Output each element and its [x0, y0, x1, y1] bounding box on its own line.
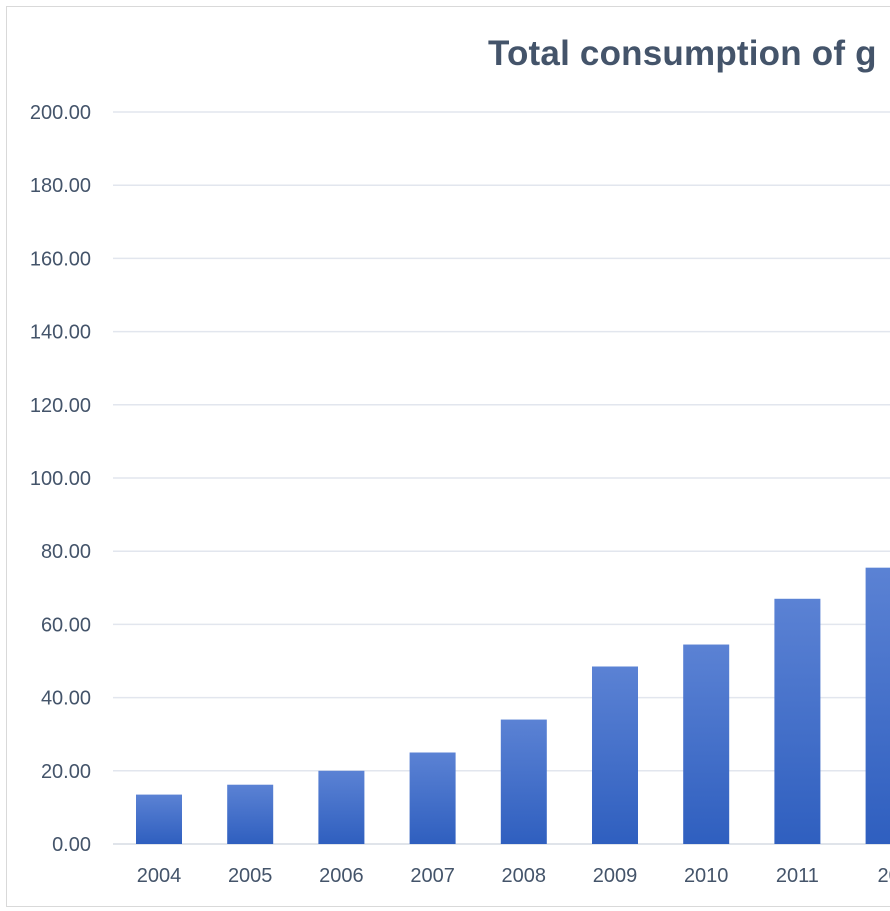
y-tick-label: 40.00 [41, 688, 91, 710]
y-tick-label: 60.00 [41, 614, 91, 636]
x-tick-label: 2010 [684, 865, 729, 887]
bar-2011 [774, 598, 821, 844]
x-tick-label: 2008 [502, 865, 547, 887]
y-tick-label: 80.00 [41, 541, 91, 563]
y-tick-label: 20.00 [41, 761, 91, 783]
y-tick-label: 200.00 [30, 102, 91, 124]
x-tick-label: 2009 [593, 865, 638, 887]
y-tick-label: 160.00 [30, 248, 91, 270]
y-tick-label: 100.00 [30, 468, 91, 490]
gridlines [113, 111, 890, 845]
x-tick-label: 2007 [410, 865, 455, 887]
y-tick-label: 120.00 [30, 395, 91, 417]
bar-2010 [683, 644, 730, 844]
bar-2004 [136, 794, 182, 844]
x-tick-label: 2006 [319, 865, 364, 887]
bar-2006 [318, 770, 365, 844]
bar-2007 [409, 752, 456, 844]
x-tick-label: 2005 [228, 865, 273, 887]
bar-20 [865, 567, 890, 844]
bar-2005 [227, 784, 274, 844]
y-tick-label: 180.00 [30, 175, 91, 197]
bars [136, 567, 890, 844]
x-tick-label: 2011 [776, 865, 819, 887]
y-tick-label: 140.00 [30, 322, 91, 344]
y-tick-label: 0.00 [52, 834, 91, 856]
x-tick-label: 20 [877, 865, 890, 887]
x-tick-label: 2004 [137, 865, 182, 887]
x-axis-ticks: 2004 2005 2006 2007 2008 2009 2010 2011 20 [137, 865, 890, 887]
bar-2008 [500, 719, 547, 844]
y-axis-ticks: 0.00 20.00 40.00 60.00 80.00 100.00 120.00 140.… [30, 102, 91, 856]
bar-2009 [592, 666, 638, 844]
chart-title: Total consumption of g [488, 34, 877, 73]
